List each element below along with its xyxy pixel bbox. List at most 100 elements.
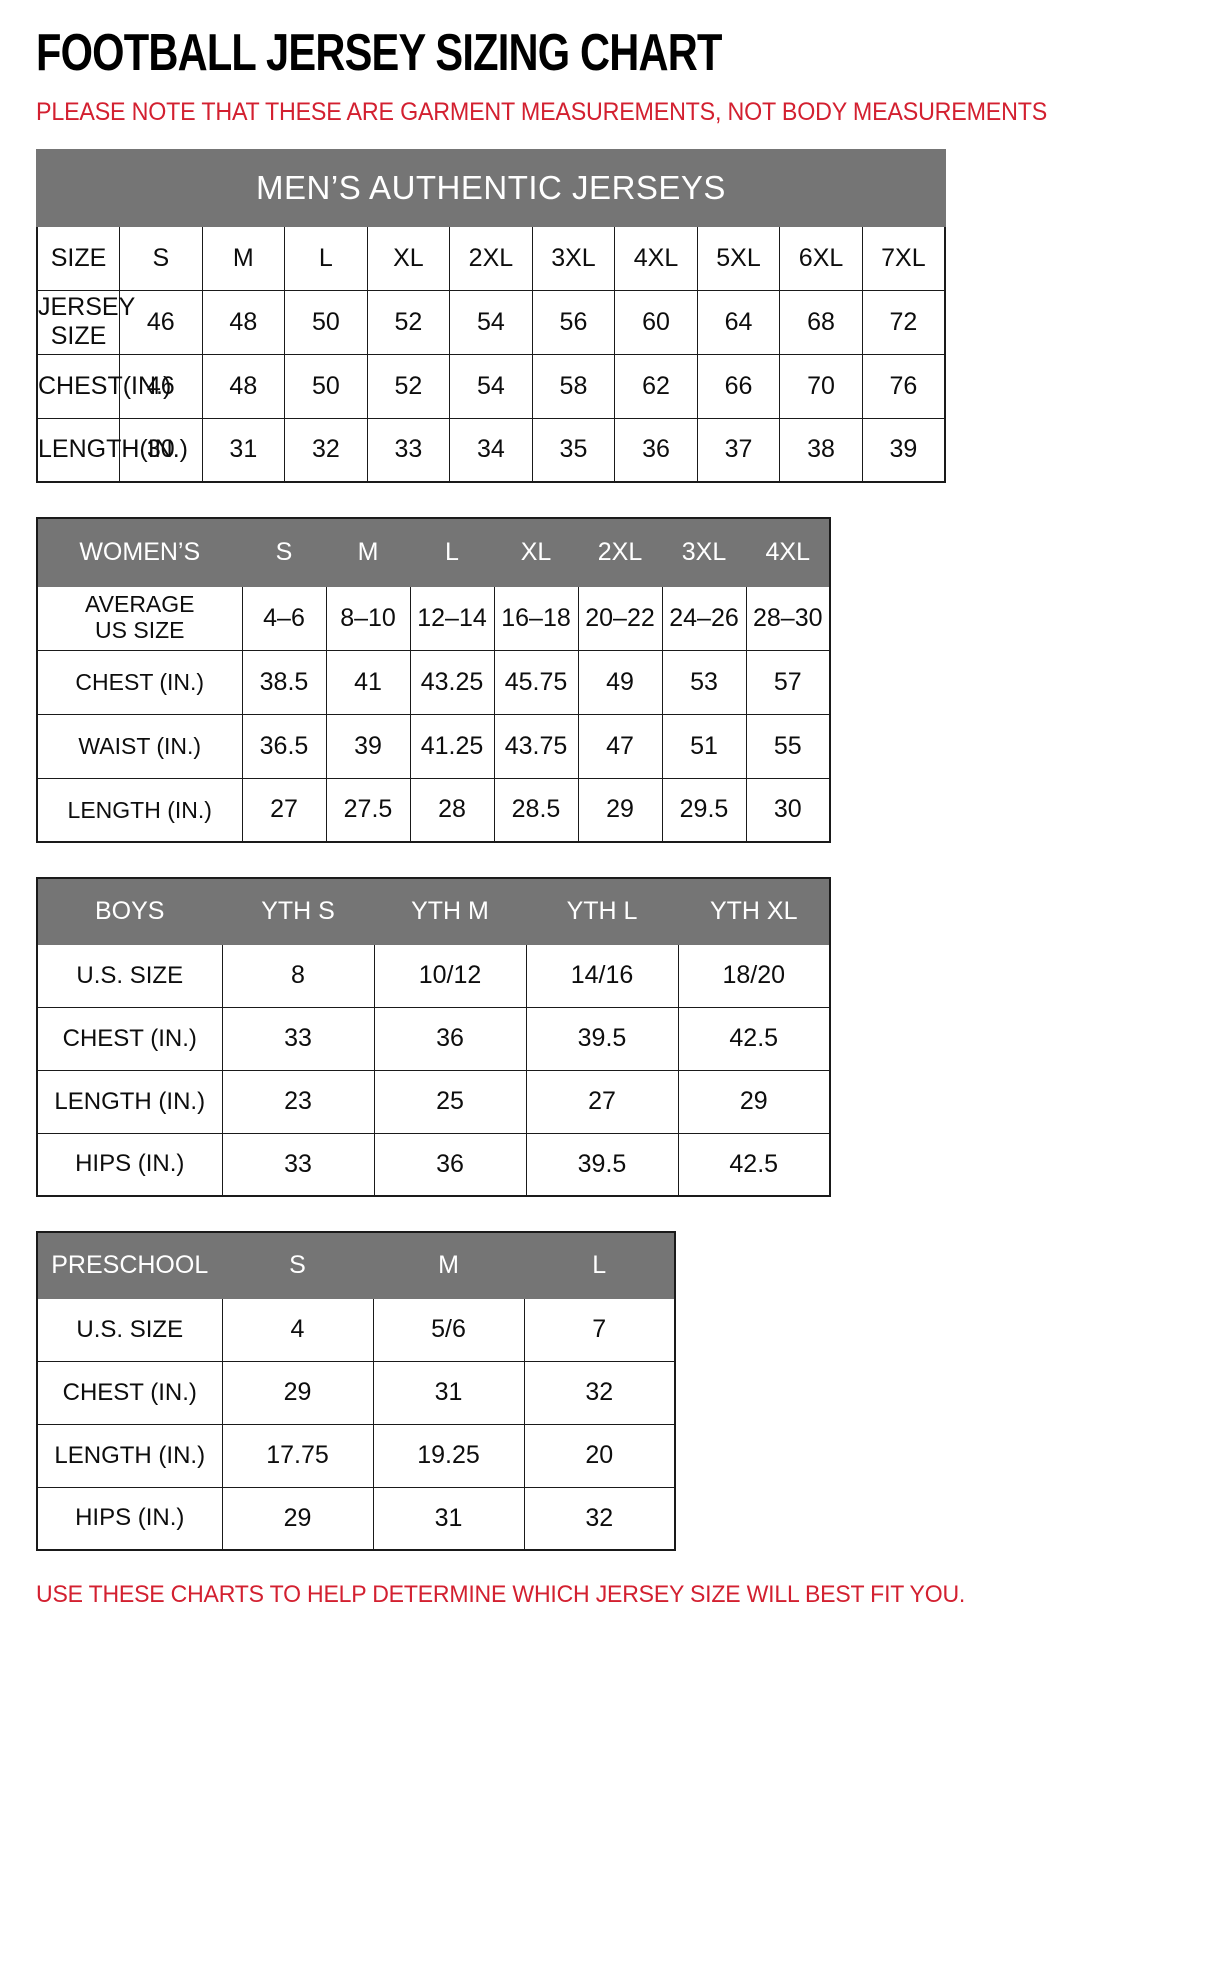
womens-size-col-3: XL <box>493 517 579 587</box>
preschool-table-body: PRESCHOOL S M L U.S. SIZE 4 5/6 7 CHEST … <box>36 1231 676 1551</box>
preschool-row-label-1: CHEST (IN.) <box>36 1360 223 1425</box>
womens-cell-2-2: 41.25 <box>409 713 495 779</box>
mens-cell-0-2: 50 <box>284 289 368 355</box>
table-row: CHEST (IN.) 33 36 39.5 42.5 <box>36 1006 831 1071</box>
boys-header-label: BOYS <box>36 877 223 945</box>
page-title: FOOTBALL JERSEY SIZING CHART <box>36 24 722 82</box>
womens-cell-1-1: 41 <box>325 649 411 715</box>
mens-size-col-1: M <box>201 225 286 291</box>
mens-cell-2-1: 31 <box>201 417 286 483</box>
mens-row-label-2: LENGTH(IN.) <box>36 417 188 483</box>
boys-cell-2-2: 27 <box>525 1069 679 1134</box>
boys-sizing-table: BOYS YTH S YTH M YTH L YTH XL U.S. SIZE … <box>36 877 831 1198</box>
mens-cell-0-0: 46 <box>119 289 203 355</box>
preschool-sizing-table: PRESCHOOL S M L U.S. SIZE 4 5/6 7 CHEST … <box>36 1231 676 1552</box>
boys-row-label-2: LENGTH (IN.) <box>36 1069 223 1134</box>
womens-cell-2-3: 43.75 <box>493 713 579 779</box>
womens-size-col-1: M <box>325 517 411 587</box>
mens-cell-1-4: 54 <box>449 353 533 419</box>
mens-size-col-2: L <box>284 225 368 291</box>
womens-cell-3-0: 27 <box>241 777 327 843</box>
mens-size-col-4: 2XL <box>449 225 533 291</box>
mens-cell-0-7: 64 <box>696 289 781 355</box>
boys-table-body: BOYS YTH S YTH M YTH L YTH XL U.S. SIZE … <box>36 877 831 1197</box>
mens-cell-2-6: 36 <box>614 417 698 483</box>
table-row: U.S. SIZE 8 10/12 14/16 18/20 <box>36 943 831 1008</box>
womens-sizing-table: WOMEN’S S M L XL 2XL 3XL 4XL AVERAGE US S… <box>36 517 831 844</box>
womens-table-body: WOMEN’S S M L XL 2XL 3XL 4XL AVERAGE US S… <box>36 517 831 843</box>
mens-cell-0-9: 72 <box>861 289 946 355</box>
womens-cell-0-1: 8–10 <box>325 585 411 651</box>
table-row: LENGTH (IN.) 23 25 27 29 <box>36 1069 831 1134</box>
womens-cell-0-0: 4–6 <box>241 585 327 651</box>
preschool-size-col-2: L <box>523 1231 676 1299</box>
mens-cell-1-9: 76 <box>861 353 946 419</box>
boys-cell-1-1: 36 <box>373 1006 527 1071</box>
womens-row-label-2: WAIST (IN.) <box>36 713 243 779</box>
womens-cell-1-0: 38.5 <box>241 649 327 715</box>
table-row: LENGTH (IN.) 17.75 19.25 20 <box>36 1423 676 1488</box>
womens-size-col-6: 4XL <box>745 517 831 587</box>
boys-row-label-1: CHEST (IN.) <box>36 1006 223 1071</box>
womens-row-label-3: LENGTH (IN.) <box>36 777 243 843</box>
womens-header-row: WOMEN’S S M L XL 2XL 3XL 4XL <box>36 517 831 587</box>
boys-cell-1-0: 33 <box>221 1006 375 1071</box>
chart-footer-note: USE THESE CHARTS TO HELP DETERMINE WHICH… <box>36 1581 966 1609</box>
womens-cell-0-6: 28–30 <box>745 585 831 651</box>
mens-table-body: MEN’S AUTHENTIC JERSEYS SIZE S M L XL 2X… <box>36 149 946 483</box>
preschool-cell-0-0: 4 <box>221 1297 374 1362</box>
preschool-header-label: PRESCHOOL <box>36 1231 223 1299</box>
boys-table-section: BOYS YTH S YTH M YTH L YTH XL U.S. SIZE … <box>36 877 1184 1198</box>
mens-cell-2-9: 39 <box>861 417 946 483</box>
mens-size-col-8: 6XL <box>779 225 863 291</box>
boys-cell-1-3: 42.5 <box>677 1006 831 1071</box>
mens-cell-2-8: 38 <box>779 417 863 483</box>
womens-cell-1-4: 49 <box>577 649 663 715</box>
preschool-cell-1-2: 32 <box>523 1360 676 1425</box>
mens-cell-2-3: 33 <box>366 417 451 483</box>
womens-cell-1-2: 43.25 <box>409 649 495 715</box>
preschool-cell-3-1: 31 <box>372 1486 525 1551</box>
preschool-cell-3-0: 29 <box>221 1486 374 1551</box>
preschool-size-col-1: M <box>372 1231 525 1299</box>
table-row: HIPS (IN.) 29 31 32 <box>36 1486 676 1551</box>
womens-cell-2-6: 55 <box>745 713 831 779</box>
mens-cell-1-1: 48 <box>201 353 286 419</box>
boys-cell-0-2: 14/16 <box>525 943 679 1008</box>
womens-row-label-1: CHEST (IN.) <box>36 649 243 715</box>
mens-cell-2-0: 30 <box>119 417 203 483</box>
womens-size-col-4: 2XL <box>577 517 663 587</box>
womens-cell-2-5: 51 <box>661 713 747 779</box>
womens-cell-3-6: 30 <box>745 777 831 843</box>
mens-size-col-3: XL <box>366 225 451 291</box>
boys-header-row: BOYS YTH S YTH M YTH L YTH XL <box>36 877 831 945</box>
womens-cell-3-1: 27.5 <box>325 777 411 843</box>
preschool-cell-0-2: 7 <box>523 1297 676 1362</box>
mens-size-col-0: S <box>119 225 203 291</box>
preschool-row-label-2: LENGTH (IN.) <box>36 1423 223 1488</box>
mens-cell-0-6: 60 <box>614 289 698 355</box>
preschool-row-label-3: HIPS (IN.) <box>36 1486 223 1551</box>
table-row: U.S. SIZE 4 5/6 7 <box>36 1297 676 1362</box>
mens-cell-1-7: 66 <box>696 353 781 419</box>
boys-cell-2-0: 23 <box>221 1069 375 1134</box>
boys-size-col-1: YTH M <box>373 877 527 945</box>
boys-cell-3-3: 42.5 <box>677 1132 831 1197</box>
mens-cell-2-5: 35 <box>531 417 616 483</box>
table-row: LENGTH(IN.) 30 31 32 33 34 35 36 37 38 3… <box>36 417 946 483</box>
table-row: AVERAGE US SIZE 4–6 8–10 12–14 16–18 20–2… <box>36 585 831 651</box>
womens-cell-1-3: 45.75 <box>493 649 579 715</box>
boys-cell-3-0: 33 <box>221 1132 375 1197</box>
mens-table-section: MEN’S AUTHENTIC JERSEYS SIZE S M L XL 2X… <box>36 149 1184 484</box>
mens-size-col-5: 3XL <box>531 225 616 291</box>
mens-cell-1-5: 58 <box>531 353 616 419</box>
preschool-cell-1-1: 31 <box>372 1360 525 1425</box>
mens-cell-1-6: 62 <box>614 353 698 419</box>
boys-row-label-3: HIPS (IN.) <box>36 1132 223 1197</box>
boys-row-label-0: U.S. SIZE <box>36 943 223 1008</box>
womens-cell-1-5: 53 <box>661 649 747 715</box>
preschool-cell-2-2: 20 <box>523 1423 676 1488</box>
preschool-table-section: PRESCHOOL S M L U.S. SIZE 4 5/6 7 CHEST … <box>36 1231 1184 1552</box>
mens-banner-title: MEN’S AUTHENTIC JERSEYS <box>36 149 946 228</box>
